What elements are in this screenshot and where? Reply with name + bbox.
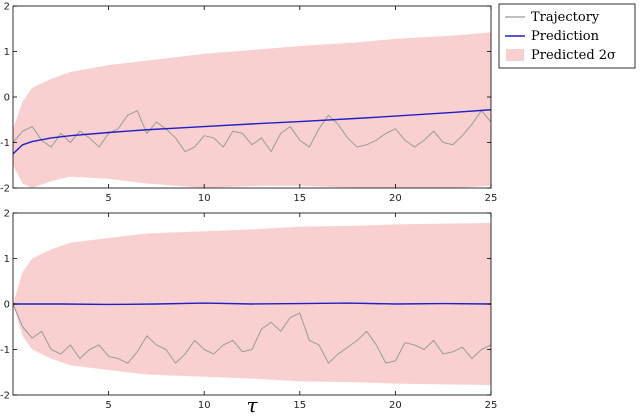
bottom-trajectory-line <box>13 303 491 364</box>
legend: Trajectory Prediction Predicted 2σ <box>498 3 636 69</box>
top-x-tick-label: 15 <box>293 193 306 204</box>
bottom-y-tick-label: -2 <box>0 391 10 402</box>
bottom-plot-area <box>13 223 491 385</box>
bottom-x-tick-label: 10 <box>198 400 211 411</box>
legend-band-label: Predicted 2σ <box>531 48 616 63</box>
x-axis-label: τ <box>246 393 258 417</box>
top-x-tick-label: 20 <box>389 193 402 204</box>
bottom-y-tick-label: 2 <box>4 209 10 220</box>
top-x-tick-label: 25 <box>485 193 498 204</box>
bottom-x-tick-label: 15 <box>293 400 306 411</box>
top-predicted-2sigma-band <box>13 32 491 188</box>
bottom-y-tick-label: 0 <box>4 300 10 311</box>
legend-prediction-label: Prediction <box>531 29 600 44</box>
top-x-tick-label: 5 <box>105 193 111 204</box>
top-plot-area <box>13 32 491 188</box>
bottom-panel: 5 10 15 20 25 -2 -1 0 1 2 <box>0 209 497 412</box>
top-y-tick-label: 0 <box>4 93 10 104</box>
top-y-tick-label: 1 <box>4 47 10 58</box>
bottom-y-tick-label: 1 <box>4 254 10 265</box>
top-y-tick-label: 2 <box>4 2 10 13</box>
bottom-x-tick-label: 20 <box>389 400 402 411</box>
bottom-x-tick-label: 5 <box>105 400 111 411</box>
top-y-tick-label: -2 <box>0 184 10 195</box>
top-trajectory-line <box>13 110 491 153</box>
top-panel: 5 10 15 20 25 -2 -1 0 1 2 <box>0 2 497 205</box>
top-y-tick-label: -1 <box>0 138 10 149</box>
legend-trajectory-label: Trajectory <box>531 10 600 25</box>
bottom-x-tick-label: 25 <box>485 400 498 411</box>
legend-band-patch-icon <box>506 49 524 61</box>
bottom-y-tick-label: -1 <box>0 345 10 356</box>
top-x-tick-label: 10 <box>198 193 211 204</box>
bottom-prediction-line <box>13 302 491 306</box>
top-prediction-line <box>13 109 491 155</box>
